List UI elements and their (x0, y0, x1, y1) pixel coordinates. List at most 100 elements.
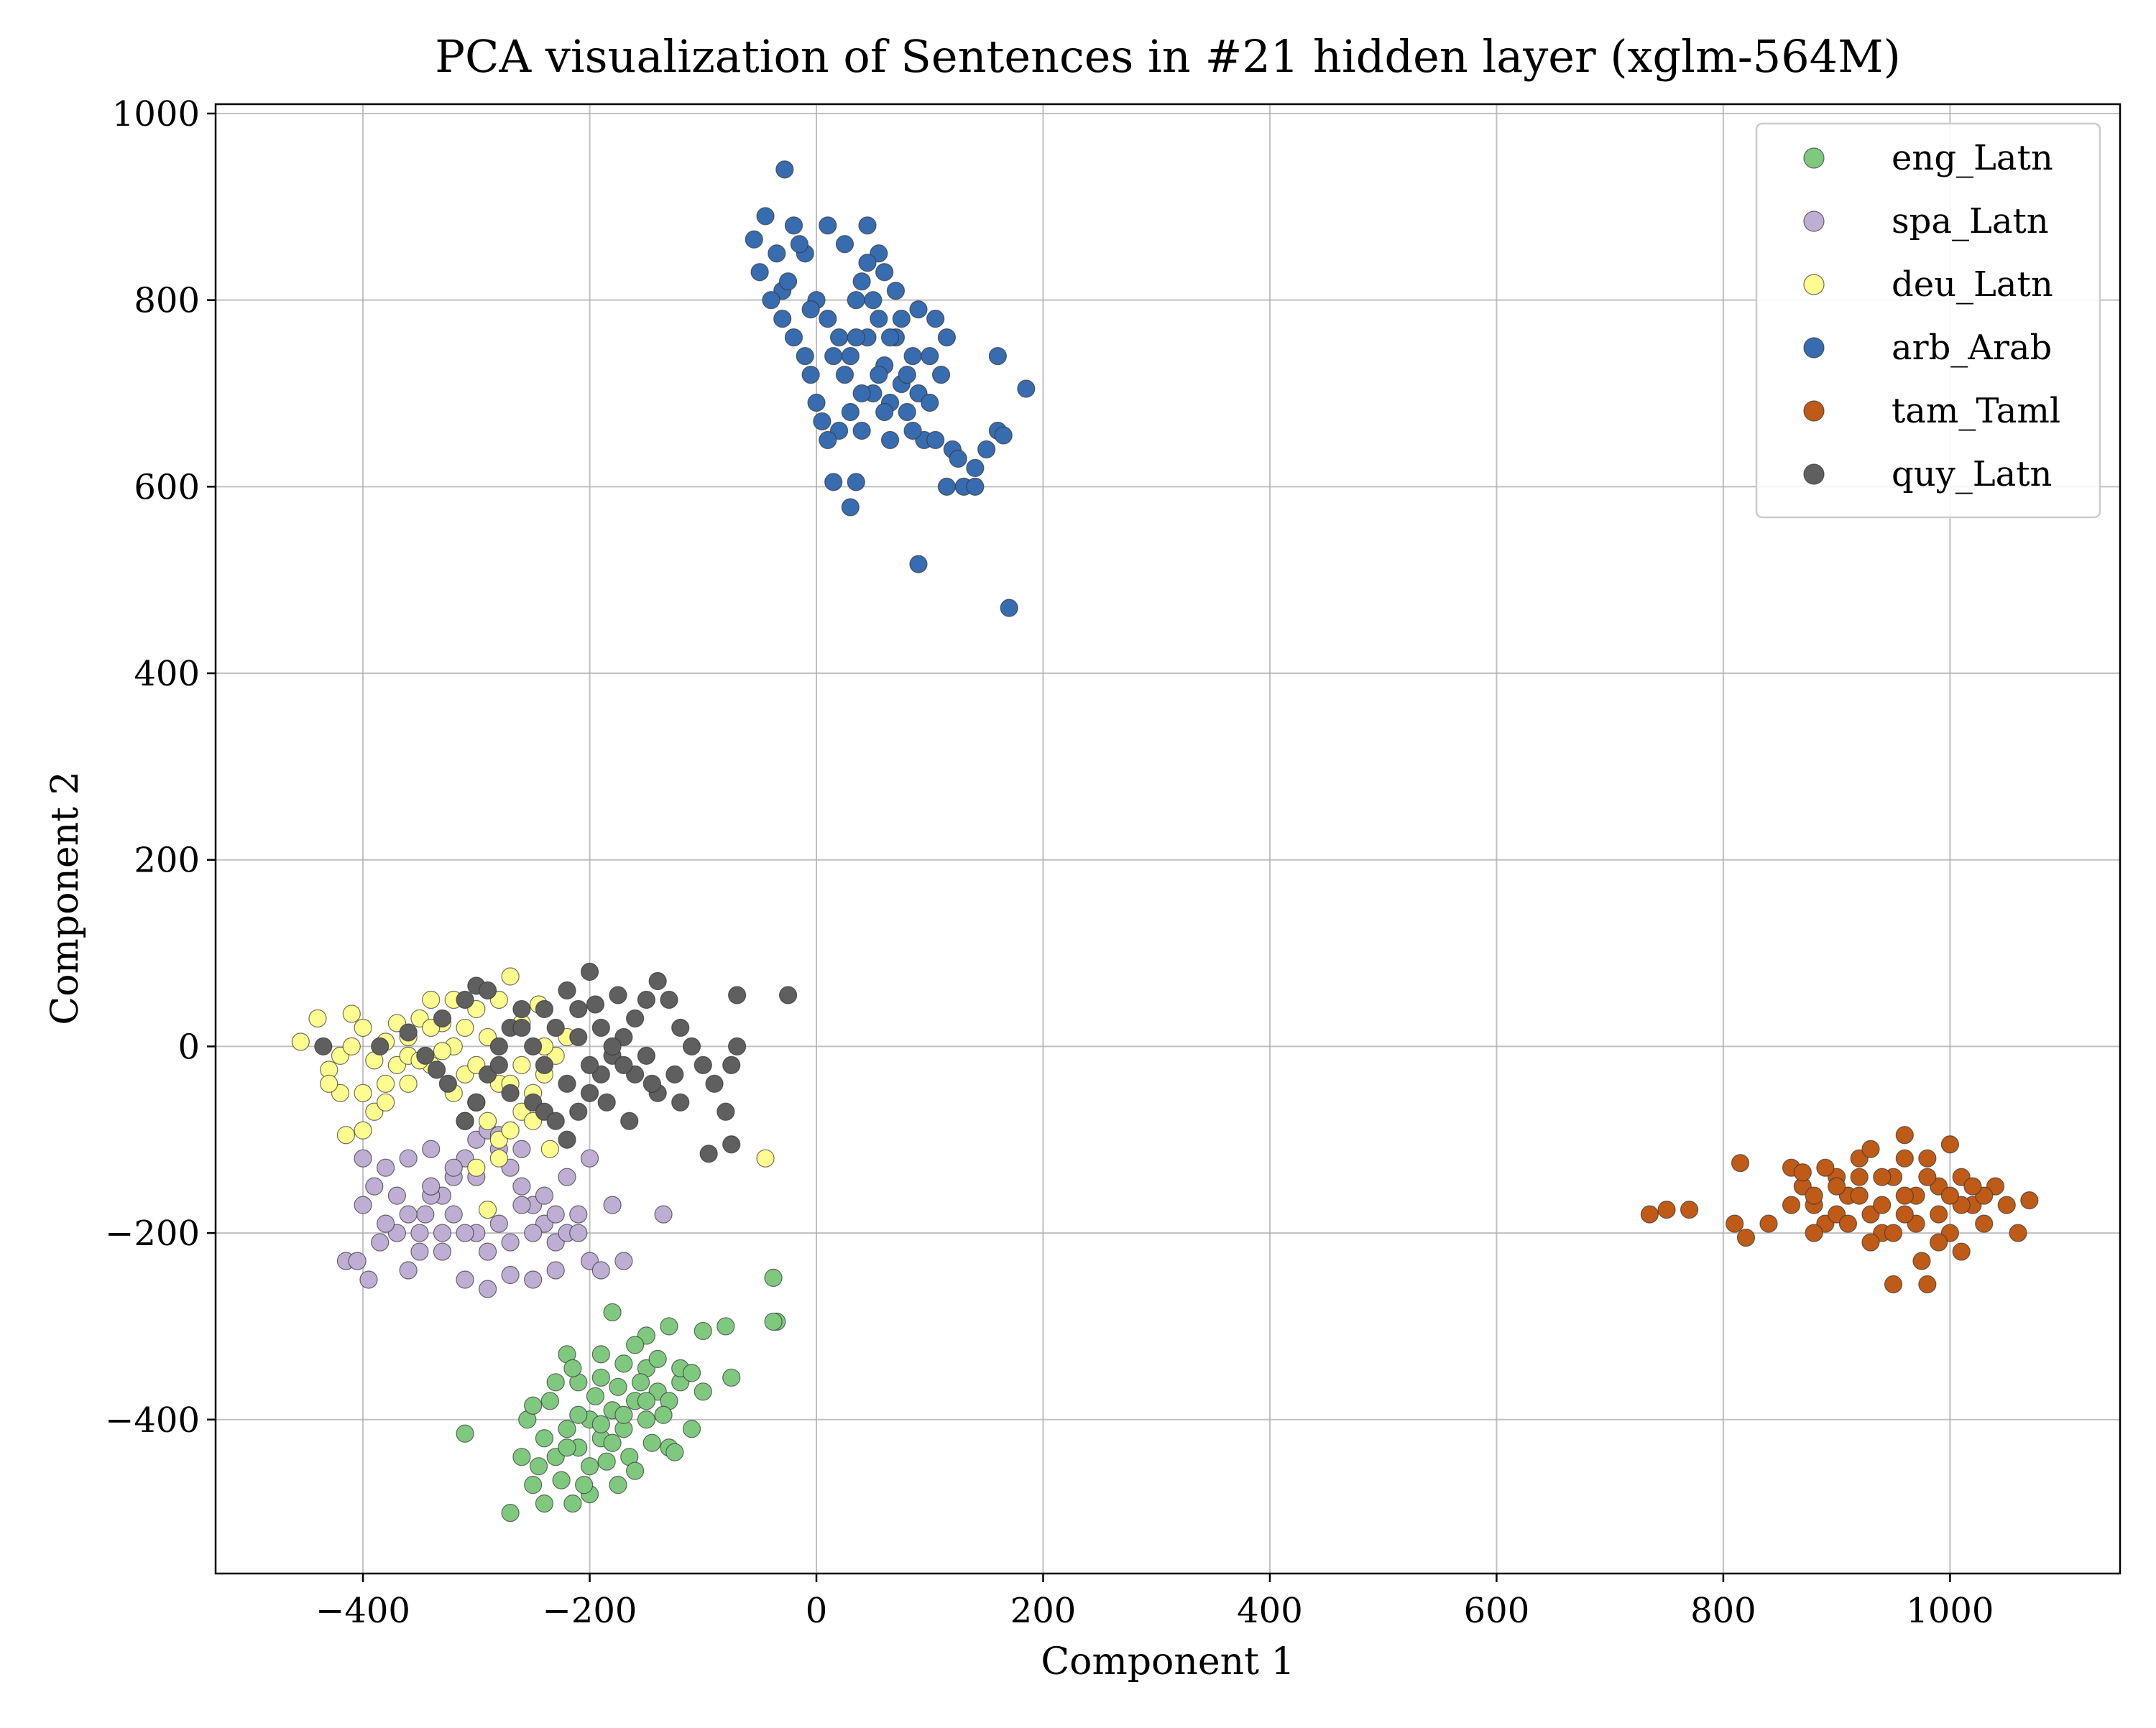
data-point (841, 498, 860, 517)
data-point (456, 1270, 474, 1289)
data-point (750, 263, 769, 282)
x-tick-label: 600 (1464, 1591, 1530, 1631)
data-point (387, 1186, 406, 1205)
y-tick-label: −200 (105, 1214, 200, 1254)
data-point (654, 1205, 673, 1224)
data-point (642, 1433, 661, 1452)
data-point (342, 1004, 361, 1023)
data-point (501, 1265, 520, 1285)
data-point (558, 1130, 576, 1149)
data-point (835, 235, 854, 254)
data-point (291, 1032, 310, 1051)
data-point (456, 1424, 474, 1443)
data-point (858, 216, 877, 235)
data-point (660, 990, 678, 1009)
data-point (1873, 1168, 1892, 1186)
data-point (829, 328, 849, 347)
data-point (2009, 1224, 2027, 1242)
series-arb-Arab (745, 160, 1036, 617)
data-point (416, 1205, 435, 1224)
data-point (603, 1303, 622, 1322)
data-point (535, 1186, 554, 1205)
data-point (540, 1140, 559, 1158)
legend-marker (1803, 337, 1825, 359)
data-point (580, 1084, 599, 1102)
data-point (717, 1317, 735, 1336)
x-tick-label: −400 (315, 1591, 410, 1631)
data-point (558, 1420, 576, 1438)
data-point (841, 346, 860, 366)
data-point (626, 1336, 645, 1354)
data-point (966, 477, 985, 496)
data-point (371, 1037, 390, 1055)
data-point (671, 1018, 690, 1038)
data-point (966, 458, 985, 477)
data-point (603, 1196, 622, 1214)
data-point (512, 1177, 531, 1196)
data-point (864, 291, 883, 310)
data-point (1731, 1154, 1750, 1173)
data-point (501, 1233, 520, 1252)
data-point (512, 1140, 531, 1158)
legend-label: quy_Latn (1892, 454, 2052, 494)
series-quy-Latn (314, 962, 798, 1163)
data-point (796, 346, 814, 366)
data-point (377, 1074, 395, 1093)
data-point (535, 1429, 554, 1448)
data-point (478, 1242, 497, 1261)
data-point (875, 263, 894, 282)
data-point (377, 1214, 395, 1233)
data-point (1940, 1135, 1959, 1154)
data-point (609, 1377, 627, 1396)
data-point (1895, 1205, 1914, 1224)
data-point (1736, 1228, 1756, 1247)
legend-box (1755, 122, 2101, 519)
data-point (575, 1476, 594, 1494)
data-point (937, 328, 957, 347)
legend-marker (1803, 400, 1825, 422)
data-point (478, 1201, 497, 1219)
data-point (858, 254, 877, 272)
data-point (1861, 1233, 1880, 1252)
data-point (314, 1037, 333, 1055)
data-point (819, 310, 837, 328)
data-point (892, 310, 911, 328)
data-point (336, 1126, 355, 1145)
data-point (489, 1037, 508, 1055)
data-point (637, 1392, 656, 1410)
data-point (778, 272, 798, 291)
data-point (354, 1121, 372, 1140)
data-point (847, 291, 865, 310)
data-point (591, 1368, 610, 1387)
y-tick-label: −400 (105, 1400, 200, 1441)
x-axis-label: Component 1 (1041, 1640, 1294, 1683)
data-point (586, 995, 605, 1014)
data-point (921, 393, 939, 412)
data-point (835, 365, 854, 384)
data-point (410, 1242, 429, 1261)
data-point (926, 430, 945, 450)
data-point (546, 1373, 565, 1392)
data-point (1884, 1275, 1903, 1294)
data-point (1952, 1242, 1971, 1261)
data-point (399, 1023, 418, 1042)
data-point (489, 1149, 508, 1168)
data-point (671, 1093, 690, 1112)
data-point (433, 1009, 452, 1028)
data-point (648, 1349, 667, 1368)
data-point (1895, 1186, 1914, 1205)
data-point (620, 1112, 639, 1130)
y-tick-label: 800 (134, 281, 200, 321)
data-point (1884, 1224, 1903, 1242)
data-point (535, 1055, 554, 1074)
data-point (880, 328, 900, 347)
data-point (1895, 1126, 1914, 1145)
data-point (1930, 1233, 1948, 1252)
data-point (745, 230, 763, 249)
data-point (512, 1055, 531, 1074)
data-point (512, 1448, 531, 1466)
data-point (597, 1452, 616, 1471)
data-point (552, 1471, 571, 1489)
data-point (1861, 1140, 1880, 1158)
data-point (603, 1433, 622, 1452)
